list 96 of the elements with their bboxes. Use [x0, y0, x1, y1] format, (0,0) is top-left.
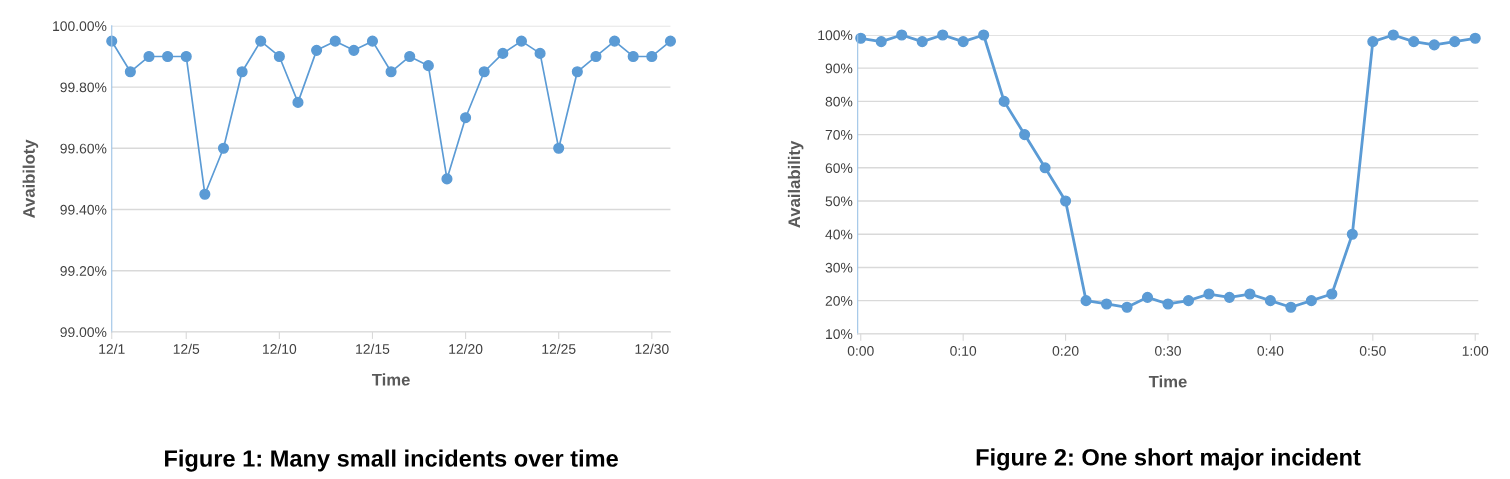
point — [348, 44, 360, 56]
point — [916, 36, 928, 48]
point — [1367, 36, 1379, 48]
y-tick-label: 40% — [825, 229, 853, 240]
point — [1060, 195, 1072, 207]
point — [1264, 295, 1276, 307]
point — [478, 66, 490, 78]
y-axis-title: Availability — [787, 140, 804, 228]
y-tick-label: 50% — [825, 196, 853, 207]
point — [273, 50, 285, 63]
x-tick-label: 0:00 — [847, 346, 874, 356]
point — [1019, 129, 1031, 141]
x-tick-label: 12/30 — [635, 343, 669, 354]
point — [1449, 36, 1461, 48]
point — [1408, 36, 1420, 48]
point — [609, 35, 621, 47]
point — [957, 36, 969, 48]
point — [571, 66, 583, 78]
point — [162, 50, 174, 63]
point — [217, 142, 230, 154]
y-tick-label: 70% — [825, 129, 853, 140]
point — [1100, 298, 1113, 310]
y-tick-label: 99.20% — [60, 266, 107, 276]
x-tick-label: 0:10 — [950, 346, 977, 356]
point — [1141, 291, 1154, 303]
x-tick-label: 12/5 — [173, 343, 200, 354]
point — [515, 35, 528, 47]
point — [329, 35, 341, 47]
point — [646, 50, 658, 63]
point — [896, 29, 908, 41]
point — [1162, 298, 1174, 310]
point — [1080, 295, 1092, 307]
point — [311, 44, 323, 56]
point — [292, 96, 304, 108]
x-tick-label: 1:00 — [1462, 346, 1489, 356]
point — [937, 29, 949, 41]
point — [1387, 29, 1399, 41]
point — [664, 35, 676, 47]
point — [1223, 291, 1235, 303]
x-axis-title: Time — [1148, 375, 1187, 388]
point — [1244, 288, 1256, 300]
x-tick-label: 0:50 — [1359, 346, 1386, 356]
y-tick-label: 99.00% — [60, 327, 107, 338]
y-tick-label: 99.40% — [60, 204, 107, 215]
point — [497, 47, 509, 59]
x-tick-label: 12/25 — [542, 343, 576, 354]
x-tick-label: 12/20 — [449, 343, 483, 354]
point — [1469, 32, 1481, 44]
y-tick-label: 99.80% — [60, 82, 107, 93]
x-tick-label: 12/10 — [263, 343, 297, 354]
point — [998, 95, 1010, 107]
point — [553, 142, 565, 154]
point — [1305, 295, 1317, 307]
point — [1039, 162, 1051, 174]
point — [1121, 301, 1133, 313]
y-tick-label: 99.60% — [60, 143, 107, 154]
point — [1346, 228, 1358, 240]
point — [404, 50, 416, 63]
point — [236, 66, 248, 78]
point — [422, 60, 434, 72]
x-axis-title: Time — [371, 373, 410, 386]
y-tick-label: 80% — [825, 96, 853, 107]
point — [143, 50, 155, 63]
x-tick-label: 0:40 — [1257, 346, 1284, 356]
point — [441, 173, 453, 185]
text: Figure 1: Many small incidents over time — [165, 449, 618, 472]
y-tick-label: 90% — [825, 63, 853, 74]
point — [1428, 39, 1440, 51]
point — [460, 112, 472, 124]
point — [1182, 295, 1195, 307]
point — [590, 50, 602, 63]
text: Figure 2: One short major incident — [976, 448, 1361, 471]
y-tick-label: 10% — [826, 329, 853, 340]
point — [366, 35, 379, 47]
point — [1326, 288, 1338, 300]
point — [627, 50, 639, 63]
x-tick-label: 12/15 — [356, 343, 390, 354]
point — [199, 188, 211, 200]
y-tick-label: 100.00% — [53, 21, 107, 32]
point — [255, 35, 267, 47]
point — [1203, 288, 1215, 300]
x-tick-label: 12/1 — [99, 343, 125, 354]
point — [124, 66, 136, 78]
x-tick-label: 0:20 — [1052, 346, 1079, 356]
x-tick-label: 0:30 — [1155, 346, 1181, 356]
y-tick-label: 20% — [825, 295, 853, 306]
y-axis-title: Avaibiloty — [22, 139, 39, 218]
y-tick-label: 60% — [825, 163, 853, 173]
point — [875, 36, 887, 48]
point — [534, 47, 546, 59]
point — [1285, 301, 1297, 313]
y-tick-label: 100% — [818, 30, 853, 41]
point — [978, 29, 990, 41]
y-tick-label: 30% — [825, 262, 853, 273]
point — [180, 50, 192, 63]
point — [385, 66, 397, 78]
